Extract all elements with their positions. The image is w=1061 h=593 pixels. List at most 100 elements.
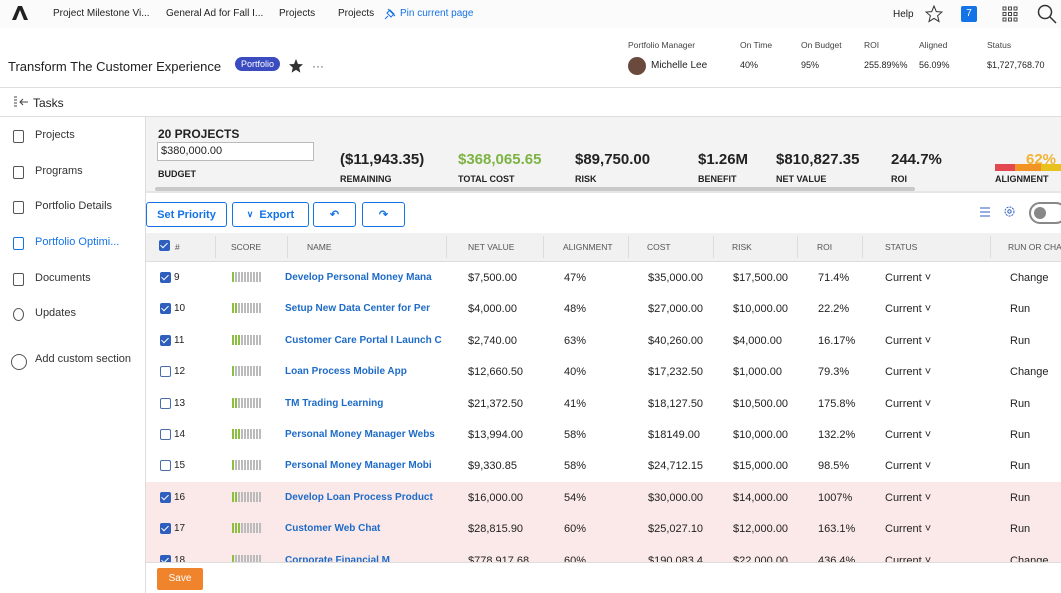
status[interactable]: Current ˅ xyxy=(885,272,931,284)
column-separator xyxy=(287,236,288,258)
dropdown-chevron[interactable]: ˅ xyxy=(922,398,931,410)
sidebar-item[interactable]: Programs xyxy=(35,165,83,177)
dropdown-chevron[interactable]: ˅ xyxy=(922,272,931,284)
dropdown-chevron[interactable]: ˅ xyxy=(922,335,931,347)
table-row: 16Develop Loan Process Product$16,000.00… xyxy=(146,482,1061,514)
apps-icon[interactable] xyxy=(1002,6,1018,22)
pin-icon[interactable] xyxy=(384,8,396,20)
budget-input[interactable]: $380,000.00 xyxy=(157,142,314,161)
table-row: 10Setup New Data Center for Per$4,000.00… xyxy=(146,293,1061,325)
cost: $24,712.15 xyxy=(648,460,703,472)
sidebar-item[interactable]: Updates xyxy=(35,307,76,319)
row-checkbox[interactable] xyxy=(160,398,171,409)
row-checkbox[interactable] xyxy=(160,366,171,377)
help[interactable]: Help xyxy=(893,9,914,20)
net-value: $2,740.00 xyxy=(468,335,517,347)
redo-button[interactable]: ↷ xyxy=(362,202,405,227)
pin-page[interactable]: Pin current page xyxy=(400,8,473,19)
tasks-icon[interactable] xyxy=(13,96,29,108)
status[interactable]: Current ˅ xyxy=(885,398,931,410)
settings-icon[interactable] xyxy=(1003,205,1016,218)
notification-badge[interactable]: 7 xyxy=(961,6,977,22)
project-name[interactable]: Setup New Data Center for Per xyxy=(285,303,430,314)
stat-value: 40% xyxy=(740,60,758,70)
sidebar-item[interactable]: Portfolio Optimi... xyxy=(35,236,119,248)
dropdown-chevron[interactable]: ˅ xyxy=(922,460,931,472)
toggle[interactable] xyxy=(1029,202,1061,224)
score-bar xyxy=(235,366,237,376)
avatar xyxy=(628,57,646,75)
score-bar xyxy=(244,555,246,562)
more-menu[interactable]: ··· xyxy=(312,59,324,73)
status[interactable]: Current ˅ xyxy=(885,429,931,441)
score-bar xyxy=(244,303,246,313)
row-checkbox[interactable] xyxy=(160,492,171,503)
status[interactable]: Current ˅ xyxy=(885,303,931,315)
project-name[interactable]: Customer Care Portal I Launch C xyxy=(285,335,442,346)
score-bar xyxy=(232,523,234,533)
search-icon[interactable] xyxy=(1037,4,1057,24)
filter-icon[interactable] xyxy=(979,206,991,218)
status[interactable]: Current ˅ xyxy=(885,555,931,562)
status[interactable]: Current ˅ xyxy=(885,492,931,504)
nav-tab[interactable]: General Ad for Fall I... xyxy=(166,8,263,19)
select-all[interactable] xyxy=(159,240,170,251)
page-title: Transform The Customer Experience xyxy=(8,59,221,74)
project-name[interactable]: Corporate Financial M xyxy=(285,555,390,562)
row-checkbox[interactable] xyxy=(160,335,171,346)
risk: $1,000.00 xyxy=(733,366,782,378)
row-checkbox[interactable] xyxy=(160,429,171,440)
sidebar-item[interactable]: Documents xyxy=(35,272,91,284)
score-bar xyxy=(253,460,255,470)
table-row: 14Personal Money Manager Webs$13,994.005… xyxy=(146,419,1061,451)
project-name[interactable]: TM Trading Learning xyxy=(285,398,383,409)
project-name[interactable]: Personal Money Manager Mobi xyxy=(285,460,432,471)
net-value: $13,994.00 xyxy=(468,429,523,441)
project-name[interactable]: Develop Personal Money Mana xyxy=(285,272,432,283)
score-bars xyxy=(232,366,262,376)
status[interactable]: Current ˅ xyxy=(885,523,931,535)
status[interactable]: Current ˅ xyxy=(885,366,931,378)
sidebar-item[interactable]: Portfolio Details xyxy=(35,200,112,212)
sidebar-item[interactable]: Projects xyxy=(35,129,75,141)
logo[interactable] xyxy=(11,5,29,21)
save-button[interactable]: Save xyxy=(157,568,203,590)
project-name[interactable]: Personal Money Manager Webs xyxy=(285,429,435,440)
net-value: $4,000.00 xyxy=(468,303,517,315)
dropdown-chevron[interactable]: ˅ xyxy=(922,366,931,378)
row-checkbox[interactable] xyxy=(160,272,171,283)
dropdown-chevron[interactable]: ˅ xyxy=(922,523,931,535)
nav-tab[interactable]: Projects xyxy=(338,8,374,19)
export-button[interactable]: ∨Export xyxy=(232,202,309,227)
status[interactable]: Current ˅ xyxy=(885,335,931,347)
row-checkbox[interactable] xyxy=(160,523,171,534)
roi: 22.2% xyxy=(818,303,849,315)
row-number: 16 xyxy=(174,492,185,503)
set-priority-button[interactable]: Set Priority xyxy=(146,202,227,227)
score-bar xyxy=(247,272,249,282)
dropdown-chevron[interactable]: ˅ xyxy=(922,492,931,504)
score-bar xyxy=(250,398,252,408)
favorite-icon[interactable] xyxy=(288,58,304,74)
project-name[interactable]: Customer Web Chat xyxy=(285,523,380,534)
score-bar xyxy=(244,460,246,470)
star-icon[interactable] xyxy=(925,5,943,23)
row-checkbox[interactable] xyxy=(160,303,171,314)
score-bar xyxy=(256,460,258,470)
nav-tab[interactable]: Projects xyxy=(279,8,315,19)
score-bar xyxy=(235,523,237,533)
dropdown-chevron[interactable]: ˅ xyxy=(922,555,931,562)
project-name[interactable]: Loan Process Mobile App xyxy=(285,366,407,377)
dropdown-chevron[interactable]: ˅ xyxy=(922,429,931,441)
project-name[interactable]: Develop Loan Process Product xyxy=(285,492,433,503)
run-or-change: Run xyxy=(1010,303,1030,315)
nav-tab[interactable]: Project Milestone Vi... xyxy=(53,8,150,19)
row-checkbox[interactable] xyxy=(160,460,171,471)
undo-button[interactable]: ↶ xyxy=(313,202,356,227)
dropdown-chevron[interactable]: ˅ xyxy=(922,303,931,315)
metric-value: $1.26M xyxy=(698,151,748,168)
sidebar-item[interactable]: Add custom section xyxy=(35,353,131,365)
row-checkbox[interactable] xyxy=(160,555,171,562)
column-header: RISK xyxy=(732,242,752,252)
status[interactable]: Current ˅ xyxy=(885,460,931,472)
